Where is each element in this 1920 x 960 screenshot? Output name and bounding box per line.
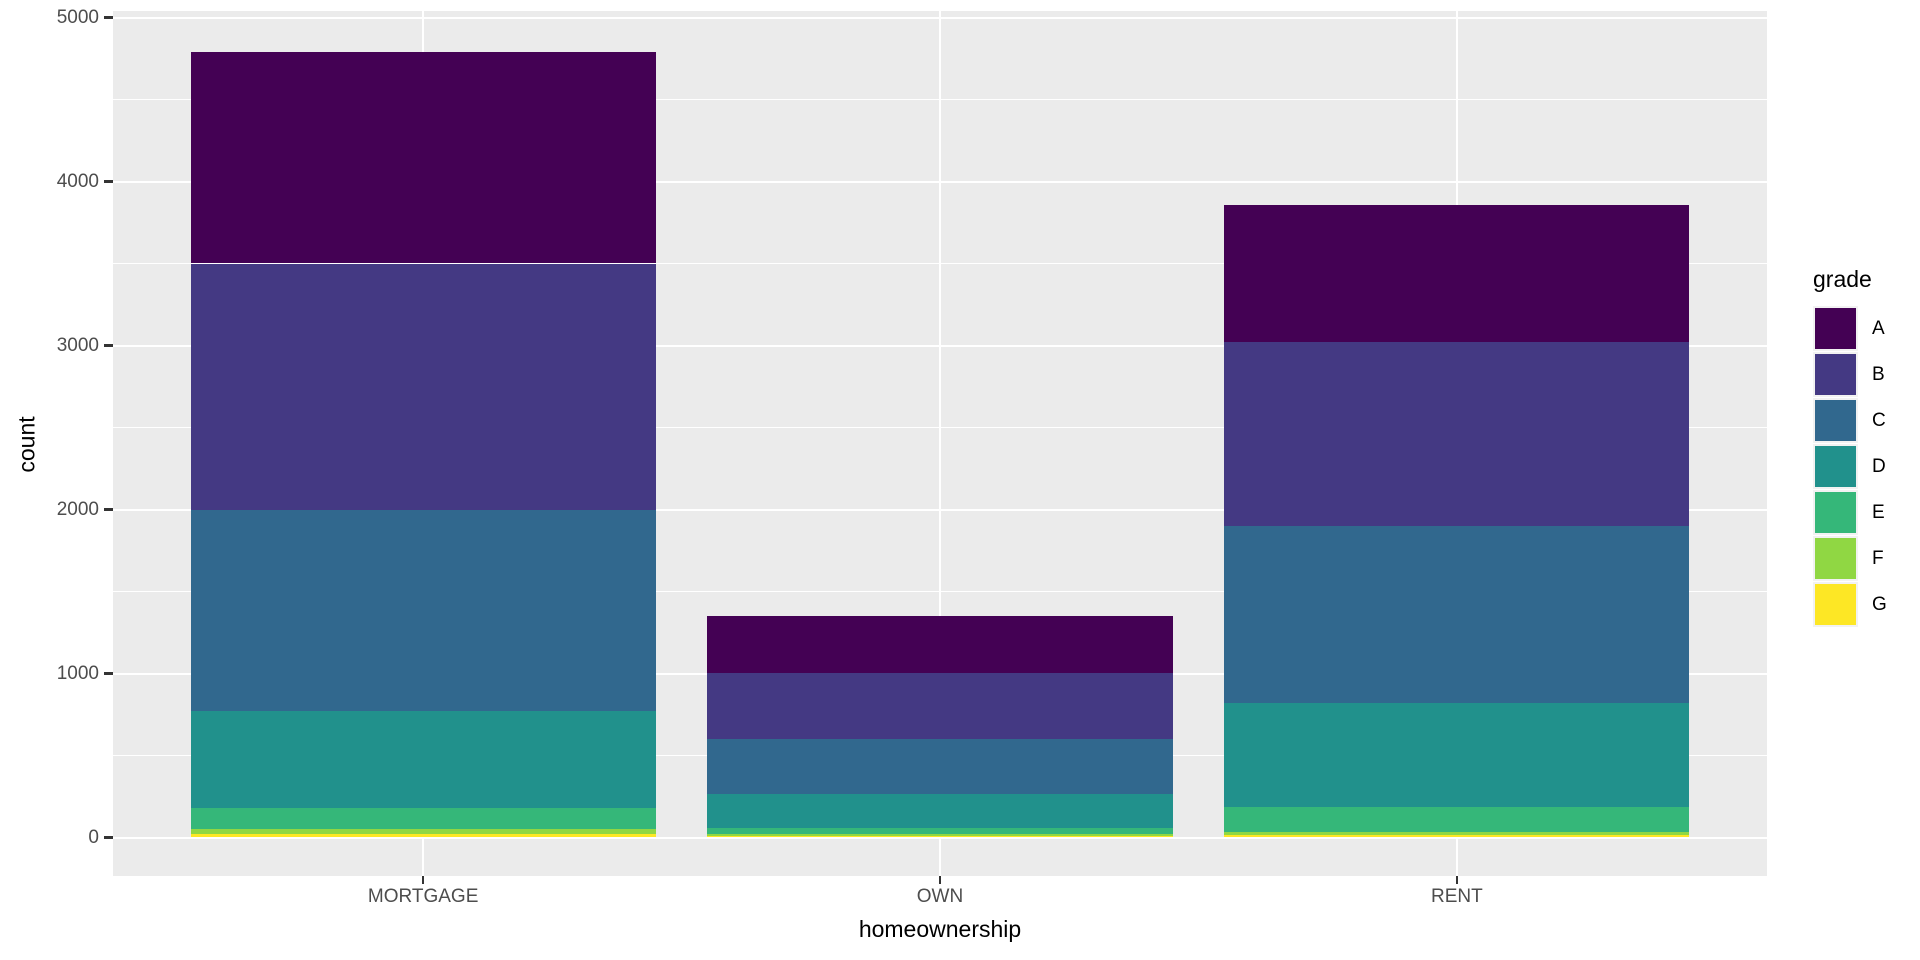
- bar-mortgage-segment-D: [190, 711, 656, 808]
- x-tick-mark: [421, 876, 425, 884]
- y-tick-mark: [104, 344, 113, 347]
- legend-label-B: B: [1872, 363, 1885, 385]
- x-tick-mark: [1455, 876, 1459, 884]
- legend-label-G: G: [1872, 593, 1887, 615]
- legend-label-A: A: [1872, 317, 1885, 339]
- y-tick-mark: [104, 16, 113, 19]
- x-tick-label: MORTGAGE: [367, 886, 479, 907]
- bar-rent-segment-C: [1224, 526, 1690, 703]
- x-tick-mark: [938, 876, 942, 884]
- legend-key-C: [1813, 398, 1858, 443]
- y-tick-mark: [104, 836, 113, 839]
- bar-own-segment-A: [707, 615, 1173, 673]
- legend-key-G: [1813, 582, 1858, 627]
- bar-rent-segment-F: [1224, 832, 1690, 836]
- bar-own-segment-G: [707, 836, 1173, 838]
- legend-key-D: [1813, 444, 1858, 489]
- legend-key-B: [1813, 352, 1858, 397]
- bar-own-segment-D: [707, 794, 1173, 828]
- bar-rent-segment-A: [1224, 204, 1690, 342]
- bar-mortgage-segment-A: [190, 51, 656, 264]
- bar-rent-segment-D: [1224, 702, 1690, 808]
- y-tick-label: 5000: [56, 7, 99, 28]
- y-tick-label: 3000: [56, 335, 99, 356]
- bar-own-segment-E: [707, 827, 1173, 834]
- legend-label-F: F: [1872, 547, 1884, 569]
- legend-label-C: C: [1872, 409, 1886, 431]
- y-tick-label: 4000: [56, 171, 99, 192]
- bar-own-segment-F: [707, 833, 1173, 837]
- bar-mortgage-segment-E: [190, 807, 656, 830]
- y-tick-label: 0: [88, 827, 99, 848]
- bar-mortgage-segment-G: [190, 834, 656, 838]
- legend-label-E: E: [1872, 501, 1885, 523]
- x-tick-label: OWN: [916, 886, 964, 907]
- x-axis-title: homeownership: [858, 916, 1022, 942]
- bar-mortgage-segment-B: [190, 263, 656, 510]
- y-tick-mark: [104, 508, 113, 511]
- bar-rent-segment-B: [1224, 341, 1690, 527]
- bar-mortgage-segment-F: [190, 829, 656, 835]
- gridline-x-major: [939, 11, 941, 876]
- y-axis-title: count: [13, 415, 40, 473]
- legend-label-D: D: [1872, 455, 1886, 477]
- legend-key-F: [1813, 536, 1858, 581]
- bar-own-segment-C: [707, 738, 1173, 795]
- plot-panel: [113, 11, 1767, 876]
- bar-rent-segment-G: [1224, 835, 1690, 838]
- y-tick-mark: [104, 180, 113, 183]
- y-tick-mark: [104, 672, 113, 675]
- legend-key-A: [1813, 306, 1858, 351]
- bar-mortgage-segment-C: [190, 509, 656, 712]
- x-tick-label: RENT: [1431, 886, 1483, 907]
- legend-title: grade: [1813, 266, 1872, 292]
- bar-own-segment-B: [707, 673, 1173, 739]
- y-tick-label: 1000: [56, 663, 99, 684]
- bar-rent-segment-E: [1224, 807, 1690, 833]
- y-tick-label: 2000: [56, 499, 99, 520]
- legend-key-E: [1813, 490, 1858, 535]
